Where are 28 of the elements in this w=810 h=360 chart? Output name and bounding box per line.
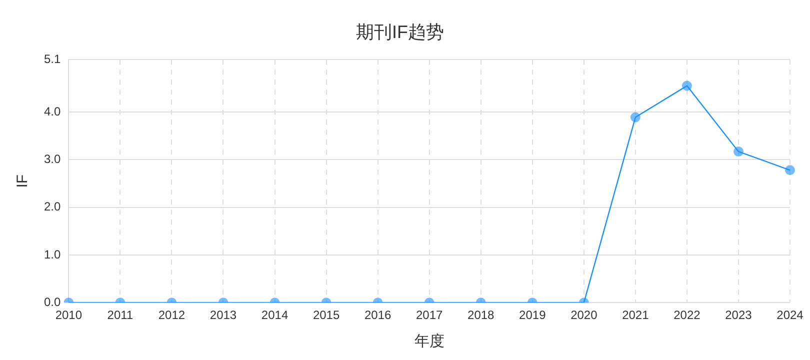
x-tick-label: 2023 [725, 308, 752, 322]
x-tick-label: 2010 [55, 308, 82, 322]
y-tick-label: 2.0 [44, 200, 61, 214]
point [785, 165, 795, 176]
point [733, 146, 744, 157]
x-tick-label: 2018 [468, 308, 495, 322]
x-axis-title: 年度 [414, 333, 444, 350]
point [630, 112, 640, 122]
x-tick-label: 2021 [622, 308, 650, 322]
x-tick-label: 2013 [210, 308, 237, 322]
x-tick-label: 2014 [261, 308, 288, 322]
x-tick-label: 2017 [416, 308, 444, 322]
point [682, 80, 692, 91]
y-tick-label: 1.0 [44, 247, 61, 262]
x-tick-label: 2011 [107, 308, 134, 322]
x-tick-label: 2019 [519, 308, 546, 322]
y-tick-label: 4.0 [44, 104, 61, 118]
y-tick-label: 5.1 [44, 52, 61, 66]
x-tick-label: 2015 [312, 308, 340, 322]
x-tick-label: 2022 [674, 308, 701, 322]
chart-title: 期刊IF趋势 [356, 22, 444, 42]
x-tick-label: 2016 [364, 308, 392, 322]
y-axis-title: IF [14, 174, 32, 188]
y-tick-label: 0.0 [44, 294, 61, 309]
y-tick-label: 3.0 [44, 152, 61, 166]
x-tick-label: 2024 [776, 308, 804, 322]
x-tick-label: 2020 [570, 308, 598, 322]
x-tick-label: 2012 [158, 308, 186, 322]
